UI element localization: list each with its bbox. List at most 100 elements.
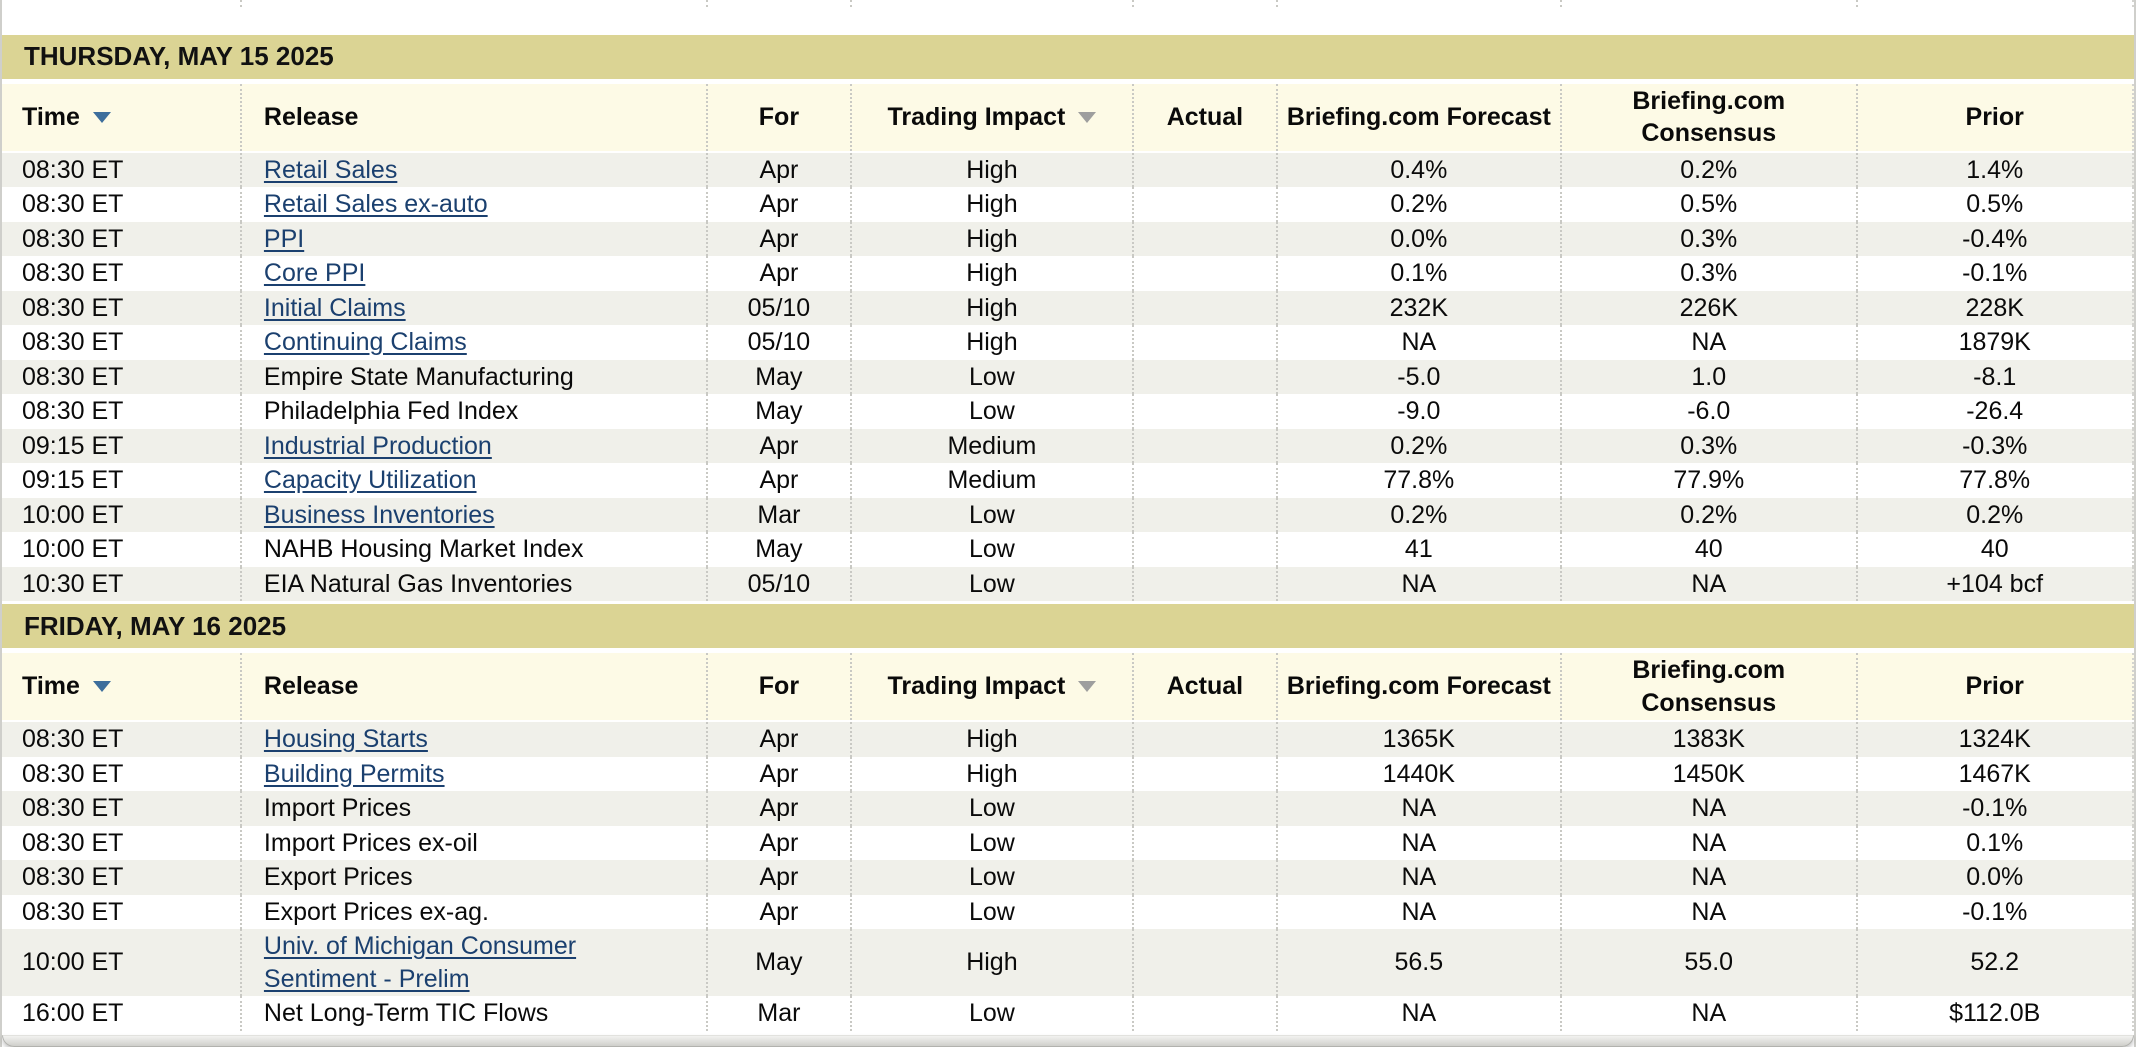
column-header-label: For xyxy=(758,102,800,131)
cell-consensus: 0.2% xyxy=(1559,152,1856,187)
cell-consensus: NA xyxy=(1559,825,1856,860)
cell-forecast: NA xyxy=(1275,325,1560,360)
cell-for: Apr xyxy=(705,428,850,463)
release-link[interactable]: Building Permits xyxy=(263,759,445,788)
cell-for: May xyxy=(705,394,850,429)
cell-time: 08:30 ET xyxy=(22,897,124,926)
cell-release: Business Inventories xyxy=(239,497,706,532)
release-row: 08:30 ET Housing Starts Apr High 1365K 1… xyxy=(2,722,2134,757)
cell-time: 08:30 ET xyxy=(22,190,124,218)
cell-forecast: NA xyxy=(1275,791,1560,826)
column-header-trading-impact[interactable]: Trading Impact xyxy=(849,653,1132,720)
column-header-time[interactable]: Time xyxy=(2,653,240,720)
cell-release: NAHB Housing Market Index xyxy=(239,532,706,567)
release-row: 08:30 ET Retail Sales Apr High 0.4% 0.2%… xyxy=(2,152,2134,187)
cell-trading-impact: Low xyxy=(849,394,1132,429)
release-link[interactable]: Capacity Utilization xyxy=(263,466,477,494)
cell-forecast: NA xyxy=(1275,996,1560,1031)
cell-prior: -26.4 xyxy=(1855,394,2134,429)
release-link[interactable]: Industrial Production xyxy=(263,431,492,460)
cell-prior: 77.8% xyxy=(1855,463,2134,498)
cell-prior: 40 xyxy=(1855,532,2134,567)
day-section: FRIDAY, MAY 16 2025 Time Release For Tra… xyxy=(2,604,2134,1031)
release-link[interactable]: Business Inventories xyxy=(263,500,495,529)
cell-actual xyxy=(1131,894,1276,929)
cell-prior: -0.1% xyxy=(1855,256,2134,291)
cell-forecast: 41 xyxy=(1275,532,1560,567)
cell-consensus: 1.0 xyxy=(1559,359,1856,394)
release-link[interactable]: Continuing Claims xyxy=(263,328,467,356)
column-header-for: For xyxy=(705,83,850,151)
release-row: 10:00 ET Business Inventories Mar Low 0.… xyxy=(2,497,2134,532)
cell-consensus: NA xyxy=(1559,791,1856,826)
release-row: 08:30 ET Empire State Manufacturing May … xyxy=(2,359,2134,394)
release-link[interactable]: Initial Claims xyxy=(263,293,406,322)
cell-forecast: 56.5 xyxy=(1275,929,1560,996)
release-link[interactable]: Retail Sales ex-auto xyxy=(263,190,488,218)
cell-release: Core PPI xyxy=(239,256,706,291)
column-header-time[interactable]: Time xyxy=(2,84,240,151)
release-link[interactable]: Univ. of Michigan Consumer Sentiment - P… xyxy=(263,932,577,993)
cell-release: Building Permits xyxy=(239,756,706,791)
cell-trading-impact: High xyxy=(849,152,1132,187)
release-link[interactable]: Core PPI xyxy=(263,259,366,287)
cell-trading-impact: High xyxy=(849,722,1132,757)
column-header-label: Actual xyxy=(1166,672,1244,701)
release-rows: 08:30 ET Retail Sales Apr High 0.4% 0.2%… xyxy=(2,152,2134,601)
cell-prior: 0.2% xyxy=(1855,497,2134,532)
cell-release: Empire State Manufacturing xyxy=(239,359,706,394)
release-row: 08:30 ET Retail Sales ex-auto Apr High 0… xyxy=(2,187,2134,222)
cell-actual xyxy=(1131,996,1276,1031)
column-header-label: Briefing.com Forecast xyxy=(1286,672,1551,701)
cell-release: Retail Sales ex-auto xyxy=(239,187,706,222)
column-header-trading-impact[interactable]: Trading Impact xyxy=(849,83,1132,151)
cell-consensus: NA xyxy=(1559,566,1856,601)
cell-time: 08:30 ET xyxy=(22,259,124,287)
cell-actual xyxy=(1131,290,1276,325)
cell-actual xyxy=(1131,825,1276,860)
cell-trading-impact: High xyxy=(849,221,1132,256)
cell-release: Housing Starts xyxy=(239,722,706,757)
cell-consensus: 0.3% xyxy=(1559,428,1856,463)
release-row: 09:15 ET Capacity Utilization Apr Medium… xyxy=(2,463,2134,498)
cell-prior: 1.4% xyxy=(1855,152,2134,187)
release-row: 10:30 ET EIA Natural Gas Inventories 05/… xyxy=(2,566,2134,601)
release-link[interactable]: Retail Sales xyxy=(263,155,398,184)
cell-release: Initial Claims xyxy=(239,290,706,325)
cell-trading-impact: Low xyxy=(849,791,1132,826)
cell-time: 09:15 ET xyxy=(22,466,124,494)
cell-time: 08:30 ET xyxy=(22,759,124,788)
column-header-row: Time Release For Trading Impact Actual B… xyxy=(2,83,2134,151)
cell-prior: -0.1% xyxy=(1855,894,2134,929)
cell-prior: 1879K xyxy=(1855,325,2134,360)
date-header: FRIDAY, MAY 16 2025 xyxy=(2,604,2134,648)
cell-consensus: 40 xyxy=(1559,532,1856,567)
cell-trading-impact: Medium xyxy=(849,463,1132,498)
cell-trading-impact: Low xyxy=(849,532,1132,567)
release-link[interactable]: Housing Starts xyxy=(263,725,428,753)
cell-consensus: 77.9% xyxy=(1559,463,1856,498)
cell-time: 08:30 ET xyxy=(22,725,124,753)
cell-trading-impact: Low xyxy=(849,996,1132,1031)
column-header-label: Prior xyxy=(1965,102,2024,131)
release-text: Export Prices ex-ag. xyxy=(263,897,490,926)
cell-time: 08:30 ET xyxy=(22,397,124,425)
cell-actual xyxy=(1131,256,1276,291)
cell-for: Apr xyxy=(705,221,850,256)
cell-prior: -0.4% xyxy=(1855,221,2134,256)
release-text: EIA Natural Gas Inventories xyxy=(263,569,573,598)
column-header-release: Release xyxy=(239,653,706,720)
cell-release: Import Prices ex-oil xyxy=(239,825,706,860)
cell-for: 05/10 xyxy=(705,290,850,325)
cell-time: 08:30 ET xyxy=(22,362,124,391)
release-link[interactable]: PPI xyxy=(263,224,305,253)
cell-actual xyxy=(1131,929,1276,996)
release-row: 10:00 ET NAHB Housing Market Index May L… xyxy=(2,532,2134,567)
cell-trading-impact: High xyxy=(849,290,1132,325)
cell-for: Apr xyxy=(705,756,850,791)
cell-forecast: NA xyxy=(1275,860,1560,895)
release-row: 08:30 ET Import Prices ex-oil Apr Low NA… xyxy=(2,825,2134,860)
cell-trading-impact: Low xyxy=(849,860,1132,895)
cell-time: 10:00 ET xyxy=(22,948,124,977)
cell-for: May xyxy=(705,532,850,567)
